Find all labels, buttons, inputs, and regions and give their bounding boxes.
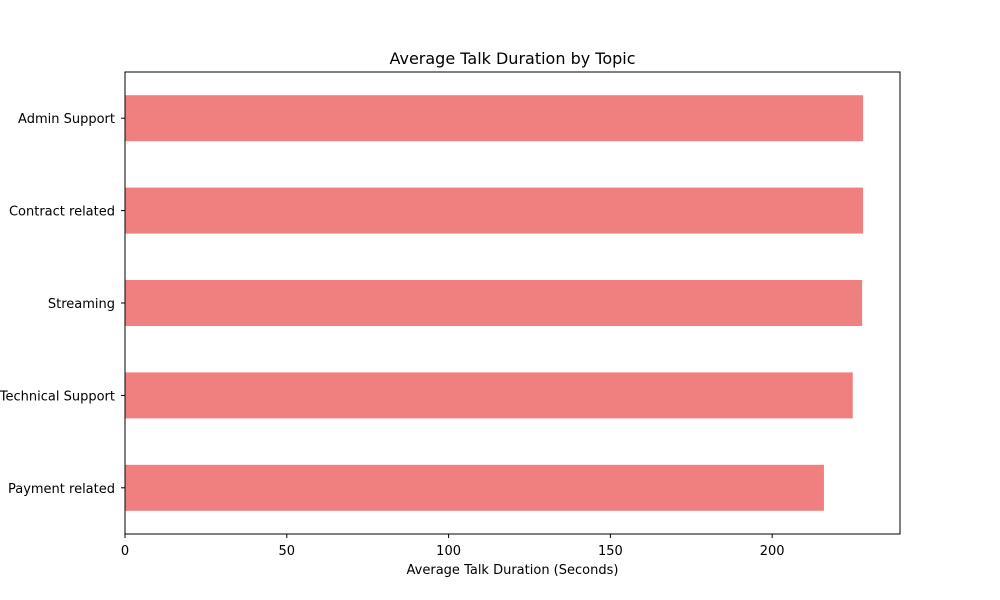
y-tick-label: Contract related	[9, 205, 115, 220]
y-tick-label: Streaming	[48, 297, 115, 312]
bars-group	[125, 95, 863, 511]
y-tick-label: Admin Support	[18, 112, 115, 127]
x-tick-label: 100	[436, 544, 461, 559]
x-tick-label: 200	[760, 544, 785, 559]
bar-technical-support	[125, 372, 853, 418]
bar-payment-related	[125, 465, 824, 511]
x-axis-label: Average Talk Duration (Seconds)	[407, 563, 619, 578]
x-tick-label: 0	[121, 544, 129, 559]
x-tick-label: 150	[598, 544, 623, 559]
bar-contract-related	[125, 188, 863, 234]
chart-title: Average Talk Duration by Topic	[389, 49, 635, 68]
bar-streaming	[125, 280, 862, 326]
y-tick-label: Payment related	[8, 482, 115, 497]
x-tick-label: 50	[279, 544, 296, 559]
y-tick-label: Technical Support	[0, 389, 115, 404]
x-axis-ticks: 0 50 100 150 200	[121, 534, 785, 559]
bar-admin-support	[125, 95, 863, 141]
y-axis-ticks: Admin Support Contract related Streaming Te…	[0, 112, 125, 497]
